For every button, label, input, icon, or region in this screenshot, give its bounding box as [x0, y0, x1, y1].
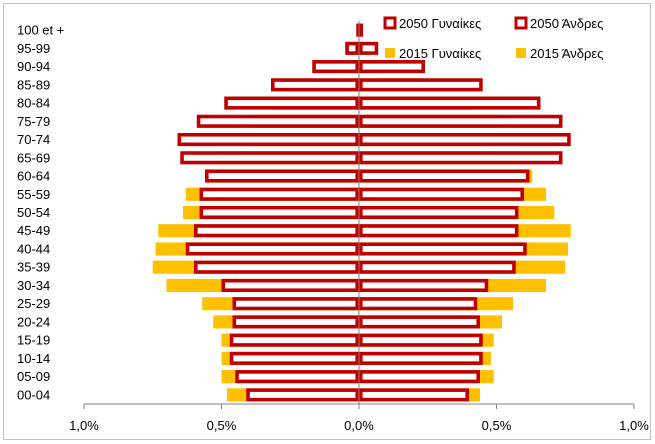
bar-left-outline-50-54 [199, 205, 359, 220]
bar-right-outline-35-39 [358, 260, 516, 274]
y-tick-label: 25-29 [17, 296, 50, 311]
bar-left-outline-85-89 [270, 78, 359, 92]
bar-left-outline-55-59 [199, 187, 359, 201]
bar-right-outline-95-99 [358, 41, 379, 55]
legend-label-3: 2015 Άνδρες [530, 46, 603, 61]
series-2050-Άνδρες [358, 23, 571, 402]
bar-right-outline-20-24 [358, 315, 480, 329]
x-tick-label: 0,0% [344, 418, 374, 433]
bar-right-outline-70-74 [358, 132, 571, 147]
bar-left-outline-30-34 [221, 278, 359, 293]
bar-left-outline-90-94 [312, 60, 359, 74]
y-tick-label: 80-84 [17, 96, 50, 111]
legend: 2050 Γυναίκες 2050 Άνδρες 2015 Γυναίκες 201… [383, 16, 603, 61]
bar-right-outline-75-79 [358, 114, 563, 128]
bar-right-outline-25-29 [358, 297, 478, 311]
bar-left-outline-65-69 [180, 151, 359, 165]
y-tick-label: 05-09 [17, 369, 50, 384]
series-2050-Γυναίκες [177, 23, 361, 402]
y-tick-label: 60-64 [17, 169, 50, 184]
y-tick-label: 70-74 [17, 132, 50, 147]
y-tick-label: 55-59 [17, 187, 50, 202]
y-tick-label: 10-14 [17, 351, 50, 366]
legend-label-0: 2050 Γυναίκες [399, 16, 481, 31]
legend-swatch-3 [516, 48, 526, 58]
y-tick-label: 45-49 [17, 223, 50, 238]
legend-swatch-0 [383, 16, 397, 30]
y-tick-label: 30-34 [17, 278, 50, 293]
bar-left-outline-40-44 [185, 242, 359, 256]
bar-right-outline-05-09 [358, 370, 480, 384]
legend-swatch-1 [514, 16, 528, 30]
x-tick-label: 1,0% [619, 418, 649, 433]
bar-right-outline-00-04 [358, 388, 469, 402]
y-tick-label: 90-94 [17, 59, 50, 74]
y-tick-label: 75-79 [17, 114, 50, 129]
bar-right-outline-85-89 [358, 78, 483, 92]
legend-label-1: 2050 Άνδρες [530, 16, 603, 31]
bar-left-outline-05-09 [235, 370, 360, 384]
bar-left-outline-70-74 [177, 132, 359, 147]
bar-left-outline-60-64 [205, 169, 359, 183]
bar-left-outline-75-79 [196, 114, 359, 128]
x-tick-label: 0,5% [207, 418, 237, 433]
x-tick-label: 1,0% [69, 418, 99, 433]
y-tick-label: 65-69 [17, 150, 50, 165]
legend-label-2: 2015 Γυναίκες [399, 46, 481, 61]
bar-right-outline-10-14 [358, 351, 483, 365]
bar-right-outline-45-49 [358, 224, 519, 238]
y-tick-label: 100 et + [17, 23, 64, 38]
bar-right-outline-55-59 [358, 187, 524, 201]
bar-right-outline-40-44 [358, 242, 527, 256]
y-tick-label: 20-24 [17, 314, 50, 329]
bar-right-outline-100 et + [358, 23, 364, 37]
bar-left-outline-35-39 [194, 260, 359, 274]
y-tick-label: 15-19 [17, 333, 50, 348]
bar-right-outline-50-54 [358, 205, 519, 220]
bar-left-outline-95-99 [345, 41, 359, 55]
bar-left-outline-80-84 [224, 96, 359, 110]
y-tick-label: 85-89 [17, 77, 50, 92]
bar-right-outline-15-19 [358, 333, 483, 347]
legend-swatch-2 [385, 48, 395, 58]
bar-right-outline-80-84 [358, 96, 541, 110]
y-tick-label: 95-99 [17, 41, 50, 56]
bar-left-outline-100 et + [356, 23, 361, 37]
bar-left-outline-20-24 [232, 315, 360, 329]
bar-left-outline-15-19 [229, 333, 360, 347]
chart-frame [3, 3, 651, 440]
bar-right-outline-30-34 [358, 278, 489, 293]
bar-right-outline-90-94 [358, 60, 425, 74]
bar-left-outline-10-14 [229, 351, 360, 365]
bar-left-outline-25-29 [232, 297, 360, 311]
y-tick-label: 50-54 [17, 205, 50, 220]
bar-right-outline-65-69 [358, 151, 563, 165]
x-tick-label: 0,5% [482, 418, 512, 433]
y-tick-label: 00-04 [17, 387, 50, 402]
bar-left-outline-00-04 [246, 388, 360, 402]
bar-right-outline-60-64 [358, 169, 530, 183]
bar-left-outline-45-49 [194, 224, 359, 238]
y-tick-label: 40-44 [17, 241, 50, 256]
y-tick-label: 35-39 [17, 260, 50, 275]
